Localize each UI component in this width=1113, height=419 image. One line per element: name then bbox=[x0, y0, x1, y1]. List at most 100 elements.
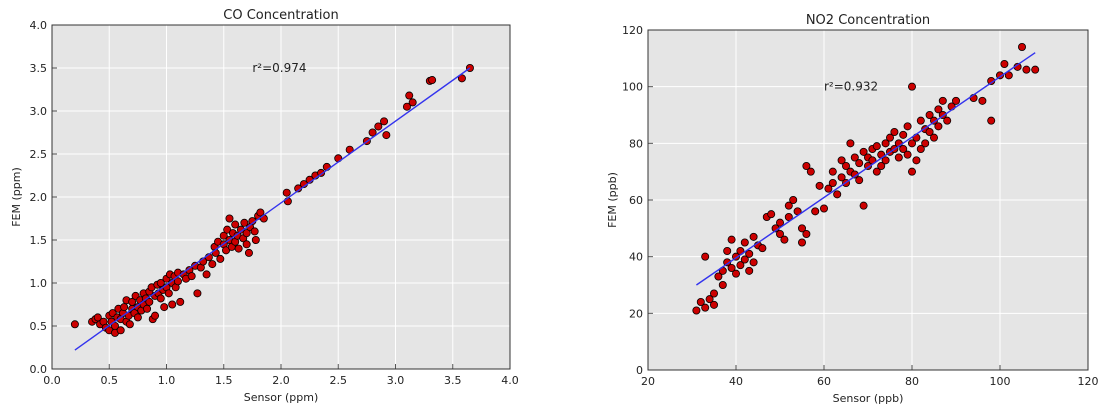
no2-data-point bbox=[798, 238, 807, 247]
co-y-tick-label: 1.5 bbox=[30, 234, 48, 247]
no2-data-point bbox=[815, 181, 824, 190]
co-data-point bbox=[402, 102, 411, 111]
co-data-point bbox=[225, 214, 234, 223]
co-data-point bbox=[428, 76, 437, 85]
no2-x-tick-label: 120 bbox=[1078, 375, 1099, 388]
no2-y-tick-label: 0 bbox=[636, 364, 643, 377]
no2-data-point bbox=[890, 127, 899, 136]
co-data-point bbox=[160, 303, 169, 312]
no2-data-point bbox=[710, 300, 719, 309]
no2-x-axis-label: Sensor (ppb) bbox=[833, 392, 904, 405]
no2-data-point bbox=[798, 224, 807, 233]
no2-data-point bbox=[903, 150, 912, 159]
co-x-axis-label: Sensor (ppm) bbox=[244, 391, 318, 404]
no2-data-point bbox=[881, 139, 890, 148]
co-data-point bbox=[70, 320, 79, 329]
no2-y-tick-label: 80 bbox=[629, 137, 643, 150]
co-x-tick-label: 4.0 bbox=[501, 374, 519, 387]
no2-data-point bbox=[1018, 43, 1027, 52]
no2-data-point bbox=[934, 122, 943, 131]
no2-y-tick-label: 60 bbox=[629, 194, 643, 207]
no2-data-point bbox=[877, 161, 886, 170]
no2-data-point bbox=[767, 210, 776, 219]
no2-fit-line bbox=[696, 52, 1036, 286]
co-data-point bbox=[208, 260, 217, 269]
co-data-point bbox=[222, 246, 231, 255]
co-data-point bbox=[250, 227, 259, 236]
no2-data-point bbox=[1022, 65, 1031, 74]
no2-data-point bbox=[789, 195, 798, 204]
co-data-point bbox=[173, 277, 182, 286]
no2-data-point bbox=[886, 133, 895, 142]
no2-data-point bbox=[710, 289, 719, 298]
no2-x-tick-label: 40 bbox=[729, 375, 743, 388]
no2-data-point bbox=[749, 232, 758, 241]
no2-data-point bbox=[987, 116, 996, 125]
no2-data-point bbox=[749, 258, 758, 267]
co-y-tick-label: 3.5 bbox=[30, 62, 48, 75]
co-y-tick-label: 3.0 bbox=[30, 105, 48, 118]
no2-x-tick-label: 80 bbox=[905, 375, 919, 388]
no2-data-point bbox=[780, 235, 789, 244]
co-data-point bbox=[156, 278, 165, 287]
co-data-point bbox=[216, 254, 225, 263]
co-x-tick-label: 1.5 bbox=[215, 374, 233, 387]
no2-x-tick-label: 100 bbox=[990, 375, 1011, 388]
co-data-point bbox=[168, 300, 177, 309]
no2-y-tick-label: 40 bbox=[629, 251, 643, 264]
no2-data-point bbox=[736, 261, 745, 270]
co-data-point bbox=[240, 218, 249, 227]
no2-data-point bbox=[996, 71, 1005, 80]
co-y-axis-label: FEM (ppm) bbox=[10, 167, 23, 227]
co-data-point bbox=[282, 188, 291, 197]
no2-data-point bbox=[916, 116, 925, 125]
no2-data-point bbox=[872, 142, 881, 151]
no2-data-point bbox=[850, 153, 859, 162]
co-data-point bbox=[244, 248, 253, 257]
no2-data-point bbox=[758, 244, 767, 253]
no2-data-point bbox=[934, 105, 943, 114]
no2-chart-title: NO2 Concentration bbox=[806, 13, 930, 28]
no2-data-point bbox=[784, 201, 793, 210]
co-x-tick-label: 3.5 bbox=[444, 374, 462, 387]
no2-data-point bbox=[908, 139, 917, 148]
no2-data-point bbox=[899, 130, 908, 139]
co-data-point bbox=[176, 297, 185, 306]
no2-data-point bbox=[855, 159, 864, 168]
co-y-tick-label: 2.0 bbox=[30, 191, 48, 204]
no2-x-tick-label: 20 bbox=[641, 375, 655, 388]
co-x-tick-label: 1.0 bbox=[158, 374, 176, 387]
no2-data-point bbox=[828, 178, 837, 187]
no2-data-point bbox=[930, 133, 939, 142]
co-fit-line bbox=[74, 67, 471, 351]
co-data-point bbox=[242, 229, 251, 238]
co-y-tick-label: 4.0 bbox=[30, 19, 48, 32]
no2-data-point bbox=[1000, 60, 1009, 69]
no2-data-point bbox=[696, 297, 705, 306]
no2-data-point bbox=[740, 238, 749, 247]
no2-data-point bbox=[692, 306, 701, 315]
no2-data-point bbox=[718, 280, 727, 289]
no2-data-point bbox=[872, 167, 881, 176]
co-data-point bbox=[251, 235, 260, 244]
no2-data-point bbox=[802, 229, 811, 238]
no2-data-point bbox=[727, 235, 736, 244]
no2-data-point bbox=[806, 167, 815, 176]
co-data-point bbox=[231, 220, 240, 229]
no2-data-point bbox=[833, 190, 842, 199]
no2-data-point bbox=[811, 207, 820, 216]
no2-data-point bbox=[820, 204, 829, 213]
co-data-point bbox=[382, 131, 391, 140]
no2-data-point bbox=[802, 161, 811, 170]
no2-data-point bbox=[727, 263, 736, 272]
no2-data-point bbox=[701, 252, 710, 261]
no2-data-point bbox=[837, 156, 846, 165]
co-data-point bbox=[234, 244, 243, 253]
co-data-point bbox=[125, 320, 134, 329]
no2-data-point bbox=[732, 269, 741, 278]
co-data-point bbox=[457, 74, 466, 83]
co-x-tick-label: 2.5 bbox=[330, 374, 348, 387]
no2-data-point bbox=[908, 82, 917, 91]
